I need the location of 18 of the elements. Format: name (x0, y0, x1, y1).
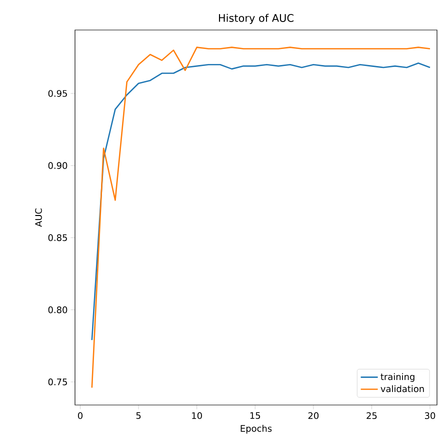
x-tick-label: 20 (308, 412, 319, 420)
y-tick-label: 0.95 (48, 90, 67, 97)
x-tick-label: 10 (192, 412, 202, 420)
chart-title: History of AUC (218, 14, 294, 24)
line-series (91, 62, 431, 341)
x-tick-label: 30 (424, 412, 436, 420)
x-tick-label: 25 (366, 412, 377, 420)
x-tick-label: 0 (78, 412, 83, 420)
y-tick-label: 0.90 (48, 162, 68, 169)
legend-label: validation (380, 385, 424, 392)
y-axis-title: AUC (35, 208, 42, 227)
y-tick-label: 0.80 (48, 306, 68, 314)
y-tick-label: 0.75 (48, 378, 67, 386)
x-axis-title: Epochs (240, 424, 272, 434)
x-tick-label: 15 (250, 412, 260, 419)
y-tick-label: 0.85 (48, 234, 67, 242)
x-tick-label: 5 (136, 412, 141, 419)
legend-label: training (380, 373, 414, 382)
